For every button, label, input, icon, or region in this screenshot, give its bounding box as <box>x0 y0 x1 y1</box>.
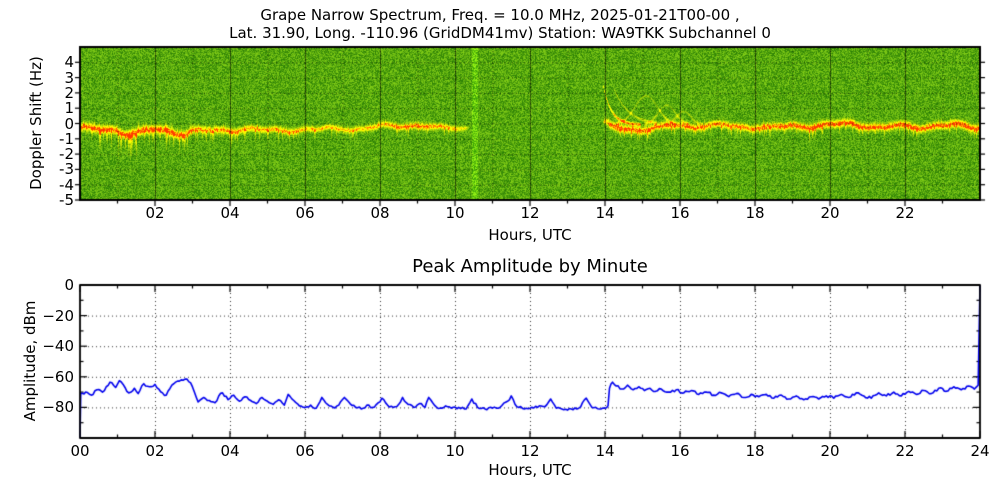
spec-ytick--1: -1 <box>59 129 74 148</box>
amp-xtick-14: 14 <box>595 442 615 460</box>
amp-xtick-10: 10 <box>445 442 465 460</box>
spec-xtick-22: 22 <box>895 204 915 222</box>
spec-xtick-02: 02 <box>145 204 165 222</box>
spec-ytick--5: -5 <box>59 191 74 209</box>
spec-ytick--2: -2 <box>59 145 74 164</box>
amp-xtick-06: 06 <box>295 442 315 460</box>
amp-xtick-04: 04 <box>220 442 240 460</box>
spec-xtick-18: 18 <box>745 204 765 222</box>
spec-xtick-20: 20 <box>820 204 840 222</box>
amp-xtick-20: 20 <box>820 442 840 460</box>
amp-xtick-18: 18 <box>745 442 765 460</box>
spec-xtick-16: 16 <box>670 204 690 222</box>
spec-xtick-08: 08 <box>370 204 390 222</box>
amp-ytick-0: 0 <box>64 276 74 294</box>
amp-xtick-24: 24 <box>970 442 990 460</box>
amp-xtick-08: 08 <box>370 442 390 460</box>
spec-ytick--4: -4 <box>59 175 74 194</box>
amplitude-canvas <box>70 275 990 448</box>
spec-xtick-14: 14 <box>595 204 615 222</box>
amplitude-title: Peak Amplitude by Minute <box>412 256 648 277</box>
spectrogram-title-line1: Grape Narrow Spectrum, Freq. = 10.0 MHz,… <box>260 6 740 24</box>
spec-ytick-0: 0 <box>64 114 74 133</box>
spec-ytick--3: -3 <box>59 160 74 179</box>
amp-ytick-−80: −80 <box>42 398 74 417</box>
spec-ytick-3: 3 <box>64 68 74 87</box>
spectrogram-xlabel: Hours, UTC <box>488 226 572 244</box>
amp-xtick-16: 16 <box>670 442 690 460</box>
amplitude-xlabel: Hours, UTC <box>488 461 572 479</box>
amp-ytick-−60: −60 <box>42 367 74 386</box>
amp-xtick-22: 22 <box>895 442 915 460</box>
spec-xtick-10: 10 <box>445 204 465 222</box>
spec-ytick-4: 4 <box>64 53 74 72</box>
spec-xtick-06: 06 <box>295 204 315 222</box>
amp-ytick-−40: −40 <box>42 337 74 356</box>
spec-ytick-1: 1 <box>64 99 74 118</box>
amp-xtick-12: 12 <box>520 442 540 460</box>
amp-xtick-02: 02 <box>145 442 165 460</box>
spec-xtick-04: 04 <box>220 204 240 222</box>
spec-xtick-12: 12 <box>520 204 540 222</box>
spec-ytick-2: 2 <box>64 83 74 102</box>
amp-ytick-−20: −20 <box>42 306 74 325</box>
amp-xtick-00: 00 <box>70 442 90 460</box>
spectrogram-canvas <box>70 37 990 210</box>
